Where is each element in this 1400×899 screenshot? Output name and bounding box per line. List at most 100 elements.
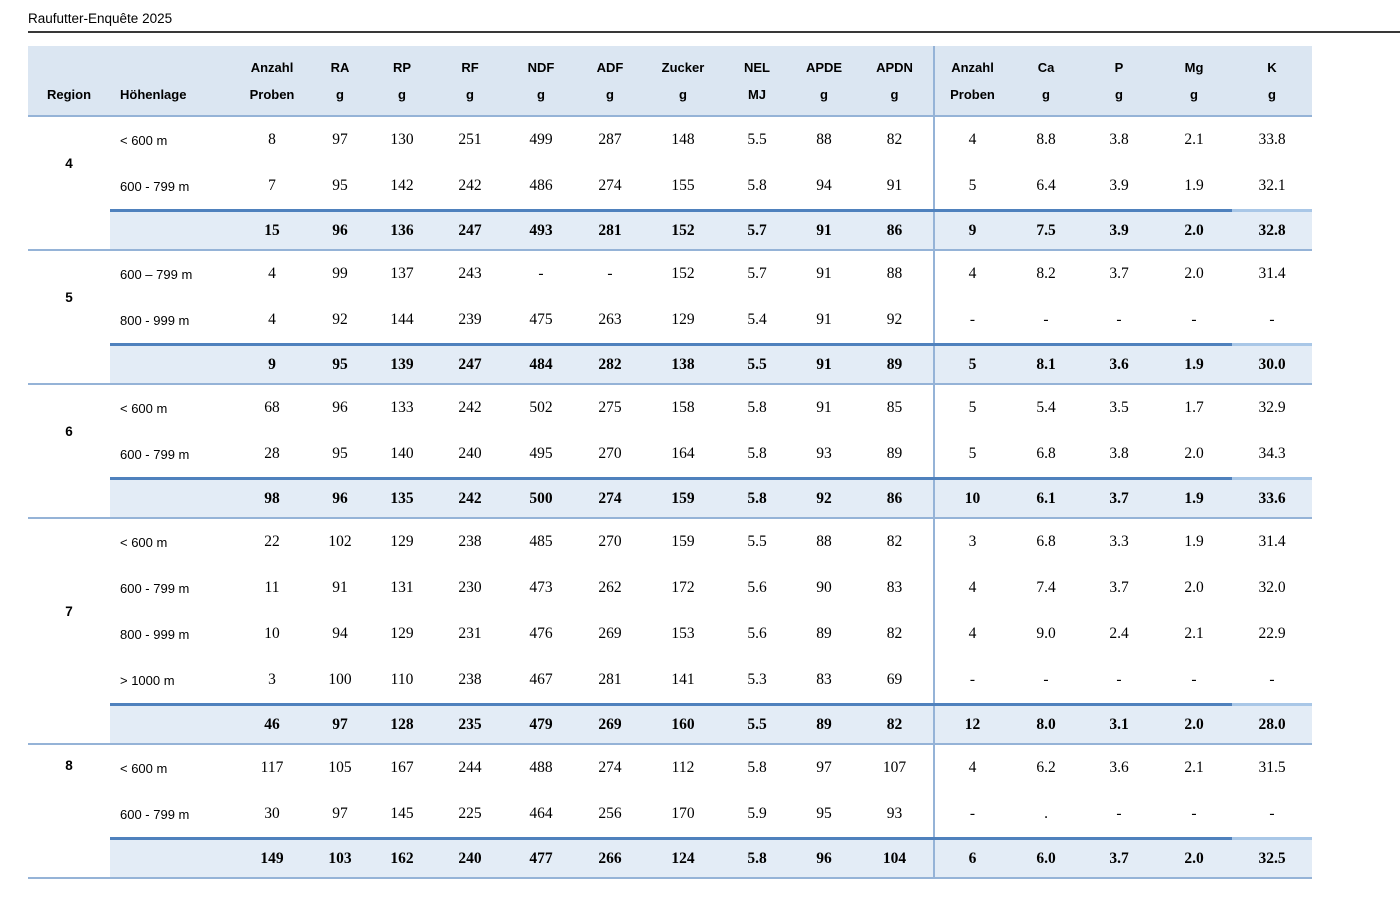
total-value-cell: 493 [506,209,576,251]
total-value-cell: 152 [644,209,722,251]
value-cell: 499 [529,131,553,148]
value-cell: 95 [332,177,348,194]
value-cell: 5.9 [747,805,767,822]
total-value-cell: 149 [234,837,310,879]
column-header-line2: MJ [747,87,767,102]
value-cell: - [1116,671,1122,688]
total-row-spacer [28,478,110,519]
value-cell: 2.0 [1184,265,1204,282]
value-cell: 3.3 [1109,533,1129,550]
altitude-cell: 800 - 999 m [120,626,190,642]
altitude-cell: 600 - 799 m [120,446,190,462]
total-row-spacer [28,704,110,745]
value-cell: 91 [332,579,348,596]
altitude-cell: < 600 m [120,400,168,416]
value-cell: 1.9 [1184,533,1204,550]
value-cell: 34.3 [1258,445,1286,462]
value-cell: 100 [328,671,352,688]
column-header-line1: Anzahl [951,60,994,75]
value-cell: 33.8 [1258,131,1286,148]
value-cell: 231 [458,625,482,642]
value-cell: 159 [671,533,695,550]
value-cell: 5.4 [1036,399,1056,416]
total-value-cell: 6 [933,837,1010,879]
value-cell: 243 [458,265,482,282]
total-row-spacer [28,838,110,879]
total-value-cell: 30.0 [1232,343,1312,385]
total-value-cell: 479 [506,703,576,745]
value-cell: 69 [886,671,903,688]
total-value-cell: 247 [434,209,506,251]
value-cell: 5.8 [747,399,767,416]
column-header-line2: g [890,87,899,102]
value-cell: 5.8 [747,445,767,462]
data-row: 800 - 999 m 4 92 144 239 475 263 129 5.4 91 92 - - - -… [28,297,1312,345]
page: { "title": "Raufutter-Enquête 2025", "co… [0,10,1400,899]
altitude-cell: < 600 m [120,132,168,148]
total-value-cell: 247 [434,343,506,385]
column-header-line2: g [1268,87,1276,102]
total-value-cell: 124 [644,837,722,879]
value-cell: 269 [598,625,622,642]
value-cell: 89 [816,625,832,642]
column-header-line1: K [1267,60,1277,75]
column-header-line1: ADF [596,60,624,75]
total-value-cell: 10 [933,477,1010,519]
total-row: 15 96 136 247 493 281 152 5.7 91 86 9 7.5 3.9 2.0 32.8 [28,209,1312,251]
value-cell: 88 [886,265,903,282]
value-cell: 91 [816,311,832,328]
altitude-cell: < 600 m [120,760,168,776]
column-header-line1: Anzahl [250,60,294,75]
data-row: > 1000 m 3 100 110 238 467 281 141 5.3 83 69 - - - - - [28,657,1312,705]
total-value-cell: 128 [370,703,434,745]
column-header-adf: ADF g [576,46,644,117]
total-value-cell: 97 [310,703,370,745]
value-cell: 270 [598,445,622,462]
total-value-cell: 269 [576,703,644,745]
total-row: 46 97 128 235 479 269 160 5.5 89 82 12 8.0 3.1 2.0 28.… [28,703,1312,745]
column-header-apde: APDE g [792,46,856,117]
column-header-ca: Ca g [1010,46,1082,117]
altitude-cell: 600 - 799 m [120,806,190,822]
value-cell: 225 [458,805,482,822]
column-header-line2: g [336,87,344,102]
total-value-cell: 2.0 [1156,837,1232,879]
column-header-line2: g [537,87,545,102]
column-header-nel: NEL MJ [722,46,792,117]
header-row: Region Höhenlage Anzahl Proben RA g RP g RF g NDF g… [28,46,1312,117]
value-cell: 274 [598,759,622,776]
altitude-cell: < 600 m [120,534,168,550]
column-header-line2: g [466,87,474,102]
total-value-cell: 266 [576,837,644,879]
column-header-line1: Zucker [661,60,705,75]
value-cell: 153 [671,625,695,642]
value-cell: 2.1 [1184,759,1204,776]
column-header-line2: g [679,87,687,102]
data-row: 8 < 600 m 117 105 167 244 488 274 112 5.8 97 107 4 6.… [28,744,1312,791]
total-value-cell: 91 [792,209,856,251]
total-row: 149 103 162 240 477 266 124 5.8 96 104 6 6.0 3.7 2.0 3… [28,837,1312,879]
total-value-cell: 28.0 [1232,703,1312,745]
value-cell: 28 [264,445,280,462]
value-cell: 112 [671,759,695,776]
column-header-line1: APDE [805,60,843,75]
value-cell: - [1043,671,1049,688]
altitude-cell: 800 - 999 m [120,312,190,328]
value-cell: 110 [390,671,414,688]
region-cell: 7 [65,604,73,620]
value-cell: 3.8 [1109,445,1129,462]
total-value-cell: 8.1 [1010,343,1082,385]
value-cell: 251 [458,131,482,148]
column-header-ndf: NDF g [506,46,576,117]
total-label-cell [110,477,234,519]
value-cell: 89 [886,445,903,462]
total-value-cell: 46 [234,703,310,745]
value-cell: - [1269,805,1275,822]
value-cell: 85 [886,399,903,416]
value-cell: - [538,265,544,282]
value-cell: 95 [332,445,348,462]
value-cell: 91 [816,265,832,282]
value-cell: 3 [933,518,1010,565]
